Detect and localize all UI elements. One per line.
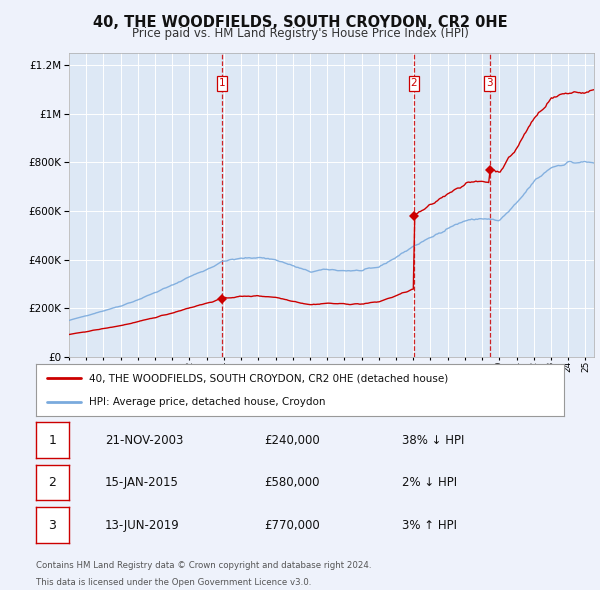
Text: 2: 2: [410, 78, 417, 88]
Text: 2: 2: [49, 476, 56, 489]
Text: 1: 1: [219, 78, 226, 88]
Text: £580,000: £580,000: [264, 476, 320, 489]
Text: 2% ↓ HPI: 2% ↓ HPI: [402, 476, 457, 489]
Text: 3: 3: [49, 519, 56, 532]
Text: This data is licensed under the Open Government Licence v3.0.: This data is licensed under the Open Gov…: [36, 578, 311, 586]
Text: 40, THE WOODFIELDS, SOUTH CROYDON, CR2 0HE (detached house): 40, THE WOODFIELDS, SOUTH CROYDON, CR2 0…: [89, 373, 448, 383]
Text: £770,000: £770,000: [264, 519, 320, 532]
Text: Price paid vs. HM Land Registry's House Price Index (HPI): Price paid vs. HM Land Registry's House …: [131, 27, 469, 40]
Text: 40, THE WOODFIELDS, SOUTH CROYDON, CR2 0HE: 40, THE WOODFIELDS, SOUTH CROYDON, CR2 0…: [92, 15, 508, 30]
Text: £240,000: £240,000: [264, 434, 320, 447]
Text: 38% ↓ HPI: 38% ↓ HPI: [402, 434, 464, 447]
Text: 13-JUN-2019: 13-JUN-2019: [105, 519, 180, 532]
Text: 15-JAN-2015: 15-JAN-2015: [105, 476, 179, 489]
Text: Contains HM Land Registry data © Crown copyright and database right 2024.: Contains HM Land Registry data © Crown c…: [36, 561, 371, 570]
Text: HPI: Average price, detached house, Croydon: HPI: Average price, detached house, Croy…: [89, 397, 325, 407]
Text: 21-NOV-2003: 21-NOV-2003: [105, 434, 184, 447]
Text: 3: 3: [487, 78, 493, 88]
Text: 1: 1: [49, 434, 56, 447]
Text: 3% ↑ HPI: 3% ↑ HPI: [402, 519, 457, 532]
